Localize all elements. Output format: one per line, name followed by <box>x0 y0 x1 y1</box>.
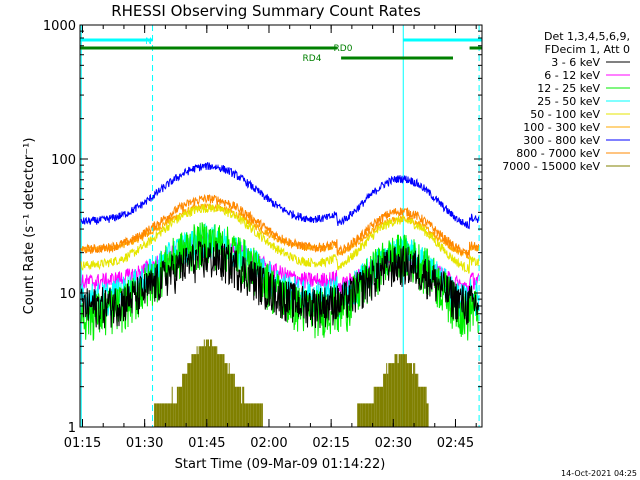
y-tick-label: 100 <box>51 153 76 168</box>
legend-entry-label: 100 - 300 keV <box>523 121 600 134</box>
legend-entry-label: 7000 - 15000 keV <box>502 160 600 173</box>
y-axis-label: Count Rate (s⁻¹ detector⁻¹) <box>22 138 37 315</box>
y-tick-label: 10 <box>59 287 76 302</box>
x-tick-label: 01:30 <box>126 436 163 451</box>
legend-entry-label: 6 - 12 keV <box>544 69 600 82</box>
x-tick-label: 02:30 <box>375 436 412 451</box>
series-line <box>80 240 480 330</box>
legend-entry-label: 50 - 100 keV <box>530 108 600 121</box>
x-tick-label: 02:45 <box>437 436 474 451</box>
series-line <box>80 162 480 230</box>
legend-entry-label: 300 - 800 keV <box>523 134 600 147</box>
chart-title: RHESSI Observing Summary Count Rates <box>111 2 421 20</box>
flag-label-rd0: RD0 <box>334 44 353 54</box>
legend-entry-label: 12 - 25 keV <box>537 82 600 95</box>
plot-frame <box>79 24 483 428</box>
flag-label-n: N <box>145 37 152 47</box>
legend: Det 1,3,4,5,6,9,FDecim 1, Att 03 - 6 keV… <box>502 30 630 173</box>
series-line <box>80 193 480 258</box>
x-axis-label: Start Time (09-Mar-09 01:14:22) <box>175 457 386 472</box>
series-line <box>154 339 429 427</box>
y-tick-label: 1 <box>68 421 76 436</box>
legend-entry-label: 25 - 50 keV <box>537 95 600 108</box>
legend-header: Det 1,3,4,5,6,9, <box>544 30 630 43</box>
x-tick-label: 01:45 <box>188 436 225 451</box>
x-tick-label: 02:00 <box>250 436 287 451</box>
flag-label-rd4: RD4 <box>303 54 322 64</box>
legend-entry-label: 800 - 7000 keV <box>516 147 600 160</box>
timestamp: 14-Oct-2021 04:25 <box>561 469 637 478</box>
x-tick-label: 02:15 <box>312 436 349 451</box>
series-line <box>80 203 480 274</box>
x-tick-label: 01:15 <box>64 436 101 451</box>
legend-entry-label: 3 - 6 keV <box>551 56 600 69</box>
y-tick-label: 1000 <box>43 19 76 34</box>
legend-header: FDecim 1, Att 0 <box>545 43 630 56</box>
